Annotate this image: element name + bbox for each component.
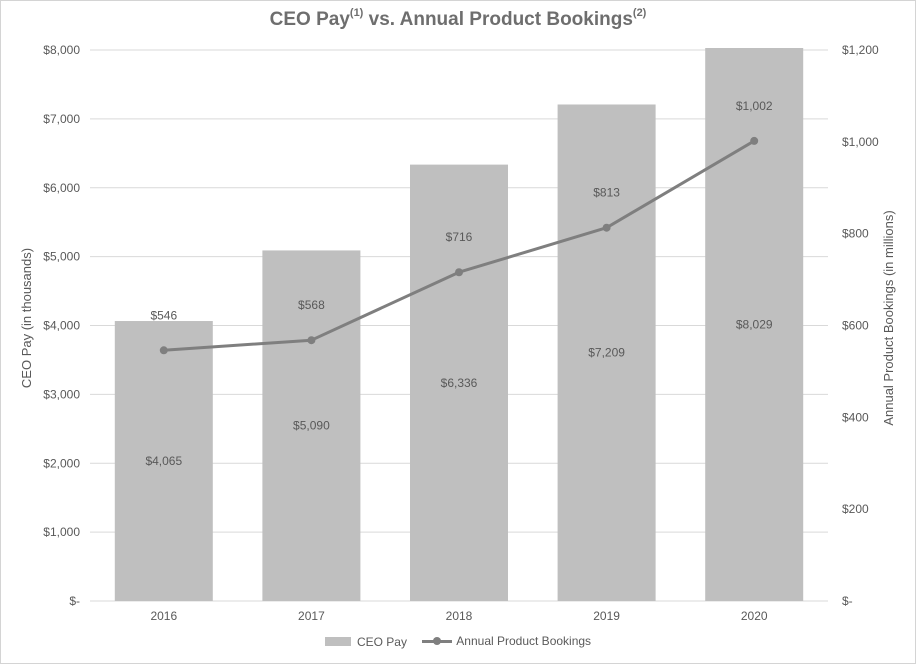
bar-value-label: $8,029 xyxy=(736,318,773,332)
bar-value-label: $6,336 xyxy=(441,376,478,390)
right-tick-label: $- xyxy=(842,594,853,608)
bar-value-label: $7,209 xyxy=(588,346,625,360)
x-axis-ticks: 2016 2017 2018 2019 2020 xyxy=(150,609,767,623)
bar-data-labels: $4,065 $5,090 $6,336 $7,209 $8,029 xyxy=(145,318,772,469)
x-tick-label: 2017 xyxy=(298,609,325,623)
bar-value-label: $5,090 xyxy=(293,419,330,433)
right-tick-label: $800 xyxy=(842,227,869,241)
left-tick-label: $6,000 xyxy=(43,181,80,195)
line-series xyxy=(159,136,759,355)
bar-value-label: $4,065 xyxy=(145,454,182,468)
bookings-point xyxy=(307,336,316,345)
x-tick-label: 2019 xyxy=(593,609,620,623)
title-middle: vs. Annual Product Bookings xyxy=(363,9,633,30)
bar xyxy=(262,250,361,601)
legend-label-ceo-pay: CEO Pay xyxy=(356,634,407,649)
bookings-point xyxy=(159,346,168,355)
right-tick-label: $1,000 xyxy=(842,135,879,149)
line-data-labels: $546 $568 $716 $813 $1,002 xyxy=(150,99,772,322)
line-value-label: $813 xyxy=(593,186,620,200)
line-value-label: $1,002 xyxy=(736,99,773,113)
left-axis-label: CEO Pay (in thousands) xyxy=(19,248,34,388)
left-tick-label: $3,000 xyxy=(43,387,80,401)
legend-item-bookings: Annual Product Bookings xyxy=(422,634,591,648)
bookings-point xyxy=(750,136,759,145)
bar xyxy=(557,104,656,601)
title-footnote-2: (2) xyxy=(632,7,647,19)
right-tick-label: $1,200 xyxy=(842,43,879,57)
left-tick-label: $4,000 xyxy=(43,319,80,333)
x-tick-label: 2016 xyxy=(150,609,177,623)
bar xyxy=(410,164,508,601)
left-tick-label: $8,000 xyxy=(43,43,80,57)
right-axis-label: Annual Product Bookings (in millions) xyxy=(881,210,896,425)
x-tick-label: 2020 xyxy=(741,609,768,623)
legend-item-ceo-pay: CEO Pay xyxy=(324,634,407,649)
legend-label-bookings: Annual Product Bookings xyxy=(456,634,592,648)
right-tick-label: $400 xyxy=(842,410,869,424)
bar-series xyxy=(114,48,804,601)
title-main: CEO Pay xyxy=(269,9,350,30)
left-tick-label: $1,000 xyxy=(43,525,80,539)
bar xyxy=(114,321,213,601)
right-tick-label: $600 xyxy=(842,319,869,333)
legend: CEO Pay Annual Product Bookings xyxy=(0,634,916,649)
chart-title: CEO Pay(1) vs. Annual Product Bookings(2… xyxy=(0,7,916,31)
legend-line-swatch xyxy=(422,636,453,646)
left-tick-label: $- xyxy=(69,594,80,608)
right-tick-label: $200 xyxy=(842,502,869,516)
line-value-label: $546 xyxy=(150,308,177,322)
title-footnote-1: (1) xyxy=(349,7,364,19)
left-tick-label: $2,000 xyxy=(43,456,80,470)
bookings-point xyxy=(602,223,611,232)
left-tick-label: $7,000 xyxy=(43,112,80,126)
legend-bar-swatch xyxy=(324,637,351,646)
left-tick-label: $5,000 xyxy=(43,250,80,264)
line-value-label: $716 xyxy=(446,230,473,244)
right-axis-ticks: $- $200 $400 $600 $800 $1,000 $1,200 xyxy=(842,43,879,608)
left-axis-ticks: $- $1,000 $2,000 $3,000 $4,000 $5,000 $6,000 $7… xyxy=(43,43,80,608)
x-tick-label: 2018 xyxy=(446,609,473,623)
bookings-point xyxy=(455,268,463,277)
line-value-label: $568 xyxy=(298,298,325,312)
